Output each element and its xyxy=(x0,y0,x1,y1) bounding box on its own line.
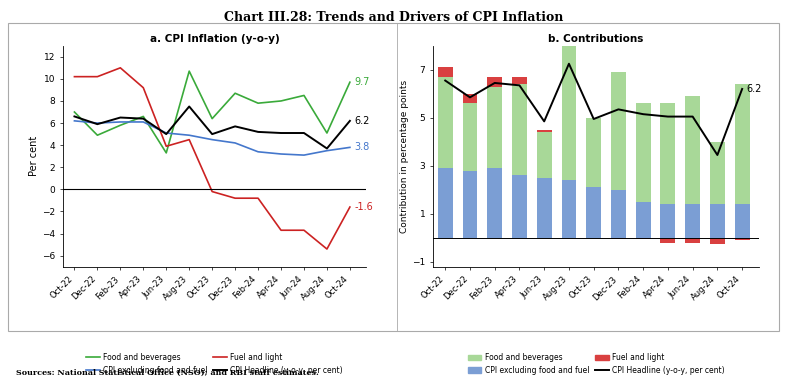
Bar xyxy=(611,190,626,238)
Text: 6.2: 6.2 xyxy=(354,116,369,126)
Bar xyxy=(636,238,651,239)
Bar xyxy=(438,77,453,168)
Bar xyxy=(710,142,725,204)
Bar xyxy=(537,130,552,132)
Bar xyxy=(561,180,576,238)
Bar xyxy=(487,86,502,168)
Bar xyxy=(438,67,453,77)
Text: -1.6: -1.6 xyxy=(354,202,373,212)
Bar xyxy=(512,77,527,84)
Text: 3.8: 3.8 xyxy=(354,142,369,152)
Bar xyxy=(611,238,626,239)
Bar xyxy=(512,175,527,238)
Y-axis label: Contribution in percentage points: Contribution in percentage points xyxy=(400,80,409,233)
Bar xyxy=(685,96,700,204)
Legend: Food and beverages, CPI excluding food and fuel, Fuel and light, CPI Headline (y: Food and beverages, CPI excluding food a… xyxy=(464,350,728,378)
Bar xyxy=(487,77,502,86)
Legend: Food and beverages, CPI excluding food and fuel, Fuel and light, CPI Headline (y: Food and beverages, CPI excluding food a… xyxy=(83,350,346,378)
Bar xyxy=(561,31,576,36)
Bar xyxy=(463,94,478,103)
Bar xyxy=(537,132,552,178)
Bar xyxy=(660,103,675,204)
Title: a. CPI Inflation (y-o-y): a. CPI Inflation (y-o-y) xyxy=(150,34,279,43)
Y-axis label: Per cent: Per cent xyxy=(29,136,39,176)
Title: b. Contributions: b. Contributions xyxy=(549,34,644,43)
Text: 9.7: 9.7 xyxy=(354,77,369,87)
Bar xyxy=(735,84,749,204)
Bar xyxy=(586,187,601,238)
Bar xyxy=(487,168,502,238)
Bar xyxy=(636,202,651,238)
Bar xyxy=(735,238,749,240)
Bar xyxy=(512,84,527,175)
Bar xyxy=(685,238,700,243)
Bar xyxy=(735,204,749,238)
Text: Chart III.28: Trends and Drivers of CPI Inflation: Chart III.28: Trends and Drivers of CPI … xyxy=(224,11,563,24)
Bar xyxy=(463,171,478,238)
Bar xyxy=(586,118,601,187)
Bar xyxy=(710,204,725,238)
Bar xyxy=(710,238,725,244)
Bar xyxy=(611,72,626,190)
Bar xyxy=(660,204,675,238)
Bar xyxy=(463,103,478,171)
Text: Sources: National Statistical Office (NSO); and RBI staff estimates.: Sources: National Statistical Office (NS… xyxy=(16,369,319,377)
Bar xyxy=(660,238,675,243)
Bar xyxy=(561,36,576,180)
Bar xyxy=(537,178,552,238)
Bar xyxy=(685,204,700,238)
Text: 6.2: 6.2 xyxy=(746,84,762,94)
Bar xyxy=(438,168,453,238)
Bar xyxy=(636,103,651,202)
